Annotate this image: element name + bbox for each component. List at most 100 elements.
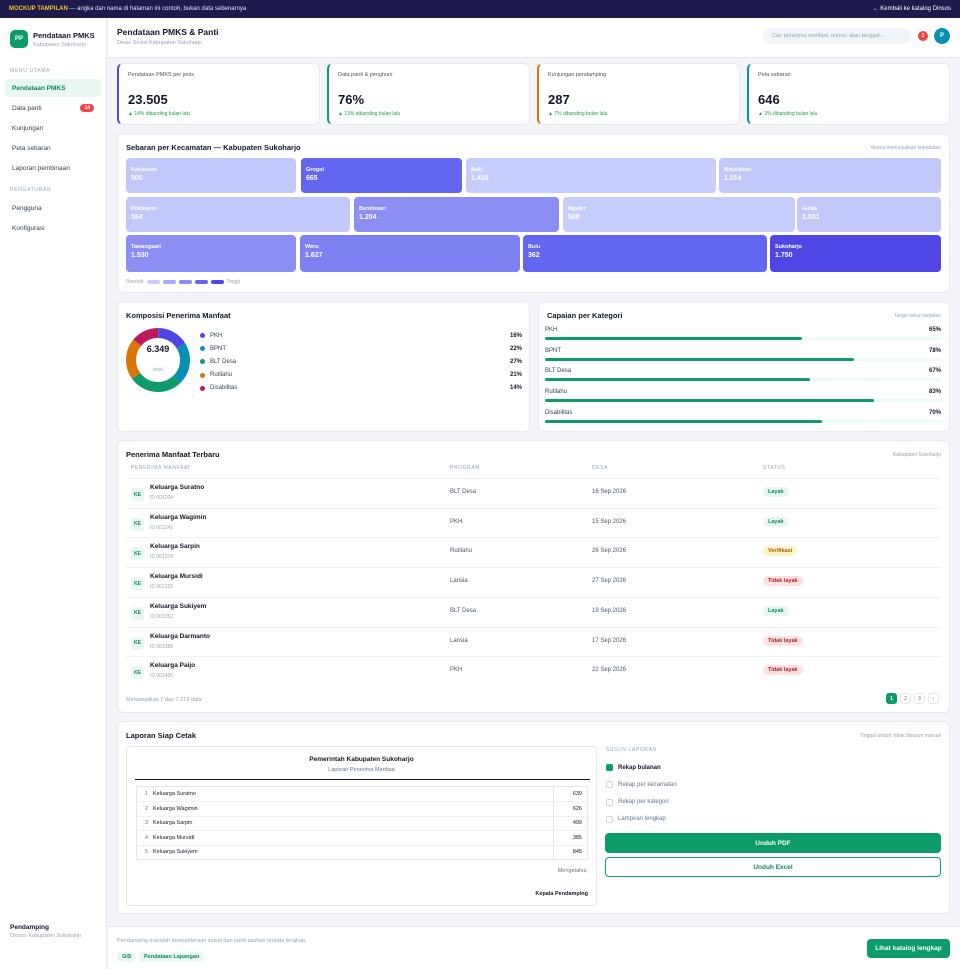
district-tile-nguter[interactable]: Nguter 508 <box>563 197 795 232</box>
page-2-button[interactable]: 2 <box>900 693 911 704</box>
donut-slice-disabilitas <box>126 328 190 392</box>
table-row[interactable]: KE Keluarga Sukiyem ID 001352 BLT Desa 1… <box>126 596 941 627</box>
row-avatar: KE <box>131 636 144 650</box>
kpi-value: 287 <box>548 92 570 107</box>
recipient-name: Keluarga Mursidi <box>150 573 203 581</box>
recipients-card: Penerima Manfaat Terbaru Kabupaten Sukoh… <box>117 440 950 713</box>
district-tile-mojolaban[interactable]: Mojolaban 1.014 <box>719 158 941 193</box>
progress-track <box>545 378 941 382</box>
district-tile-baki[interactable]: Baki 1.416 <box>466 158 716 193</box>
tag-chip: Pendataan Lapangan <box>139 952 205 962</box>
table-row[interactable]: KE Keluarga Suratno ID 001204 BLT Desa 1… <box>126 478 941 508</box>
row-avatar: KE <box>131 517 144 531</box>
recipient-id: ID 001426 <box>150 673 174 680</box>
kpi-delta: ▲ 14% dibanding bulan lalu <box>128 111 191 117</box>
achievement-title: Capaian per Kategori <box>547 311 623 320</box>
recipients-note: Kabupaten Sukoharjo <box>892 452 941 458</box>
kpi-card-panti[interactable]: Data panti & penghuni 76% ▲ 13% dibandin… <box>327 63 530 125</box>
legend-percent: 14% <box>509 385 522 392</box>
doc-table: 1 Keluarga Suratno 639 2 Keluarga Wagimin 626… <box>136 786 588 860</box>
table-row[interactable]: KE Keluarga Sarpin ID 001278 Rutilahu 26… <box>126 537 941 567</box>
view-catalog-button[interactable]: Lihat katalog lengkap <box>867 939 950 958</box>
mockup-banner: MOCKUP TAMPILAN — angka dan nama di hala… <box>0 0 960 18</box>
table-row[interactable]: KE Keluarga Paijo ID 001426 PKH 22 Sep 2… <box>126 656 941 686</box>
nav-item-kunjungan[interactable]: Kunjungan <box>5 119 101 137</box>
recipient-id: ID 001315 <box>150 584 174 591</box>
district-tile-gatak[interactable]: Gatak 1.001 <box>797 197 941 232</box>
doc-row: 4 Keluarga Mursidi 385 <box>137 830 587 845</box>
table-row[interactable]: KE Keluarga Mursidi ID 001315 Lansia 27 … <box>126 567 941 597</box>
district-tile-weru[interactable]: Weru 1.627 <box>300 235 520 272</box>
page-3-button[interactable]: 3 <box>914 693 925 704</box>
report-option-checkbox[interactable]: Rekap per kategori <box>606 798 669 806</box>
district-name: Nguter <box>568 206 586 212</box>
back-to-catalog-link[interactable]: ← Kembali ke katalog Dinsos <box>872 6 951 12</box>
composition-donut-chart <box>126 328 190 392</box>
doc-row: 2 Keluarga Wagimin 626 <box>137 801 587 816</box>
district-value: 1.530 <box>131 252 149 259</box>
scale-high-label: Tinggi <box>226 279 240 285</box>
kpi-card-peta[interactable]: Peta sebaran 646 ▲ 3% dibanding bulan la… <box>747 63 950 125</box>
recipient-name: Keluarga Darmanto <box>150 632 210 640</box>
download-pdf-button[interactable]: Unduh PDF <box>605 833 941 853</box>
recipient-id: ID 001278 <box>150 554 174 561</box>
nav-item-label: Pengguna <box>12 204 42 212</box>
nav-item-peta-sebaran[interactable]: Peta sebaran <box>5 139 101 157</box>
nav-item-konfigurasi[interactable]: Konfigurasi <box>5 219 101 237</box>
kpi-label: Kunjungan pendamping <box>548 72 607 78</box>
progress-fill <box>545 357 854 361</box>
district-tile-tawangsari[interactable]: Tawangsari 1.530 <box>126 235 296 272</box>
district-tile-grogol[interactable]: Grogol 665 <box>301 158 462 193</box>
status-badge: Verifikasi <box>763 546 798 557</box>
doc-row: 5 Keluarga Sukiyem 845 <box>137 844 587 859</box>
recipient-program: PKH <box>450 518 463 525</box>
user-role: Pendamping <box>10 924 50 931</box>
district-value: 164 <box>131 214 143 221</box>
kpi-value: 646 <box>758 92 780 107</box>
brand-subtitle: Kabupaten Sukoharjo <box>33 41 86 48</box>
doc-acknowledge: Mengetahui, <box>557 868 588 874</box>
district-value: 508 <box>568 214 580 221</box>
kpi-card-pmks[interactable]: Pendataan PMKS per jenis 23.505 ▲ 14% di… <box>117 63 320 125</box>
nav-item-laporan-pembinaan[interactable]: Laporan pembinaan <box>5 159 101 177</box>
report-option-checkbox[interactable]: Rekap bulanan <box>606 764 661 771</box>
download-excel-button[interactable]: Unduh Excel <box>605 857 941 877</box>
report-option-checkbox[interactable]: Lampiran lengkap <box>606 815 666 823</box>
progress-label: PKH <box>545 327 558 333</box>
table-row[interactable]: KE Keluarga Wagimin ID 001241 PKH 15 Sep… <box>126 507 941 538</box>
table-row[interactable]: KE Keluarga Darmanto ID 001389 Lansia 17… <box>126 626 941 657</box>
district-tile-bendosari[interactable]: Bendosari 1.204 <box>354 197 559 232</box>
progress-percent: 78% <box>928 347 941 354</box>
doc-row-name: Keluarga Sarpin <box>153 820 193 827</box>
doc-row-number: 5 <box>144 849 148 856</box>
nav-item-pengguna[interactable]: Pengguna <box>5 199 101 217</box>
option-label: Rekap per kecamatan <box>618 781 677 788</box>
recipient-date: 19 Sep 2026 <box>592 607 627 614</box>
district-tile-bulu[interactable]: Bulu 362 <box>523 235 767 272</box>
district-tile-sukoharjo[interactable]: Sukoharjo 1.750 <box>770 235 941 272</box>
kpi-card-kunjungan[interactable]: Kunjungan pendamping 287 ▲ 7% dibanding … <box>537 63 740 125</box>
user-avatar[interactable]: P <box>934 28 950 44</box>
district-tile-polokarto[interactable]: Polokarto 164 <box>126 197 350 232</box>
report-option-checkbox[interactable]: Rekap per kecamatan <box>606 781 677 789</box>
recipient-program: Lansia <box>450 637 468 644</box>
district-tile-kartasura[interactable]: Kartasura 500 <box>126 158 296 193</box>
brand[interactable]: PP Pendataan PMKS Kabupaten Sukoharjo <box>0 18 106 48</box>
recipient-program: Lansia <box>450 578 468 585</box>
search-input[interactable]: Cari penerima manfaat, nomor, atau tangg… <box>763 28 911 44</box>
district-name: Sukoharjo <box>775 244 802 250</box>
nav-item-pendataan-pmks[interactable]: Pendataan PMKS <box>5 79 101 97</box>
next-page-button[interactable]: › <box>928 693 939 704</box>
page-subtitle: Dinas Sosial Kabupaten Sukoharjo <box>117 40 203 46</box>
row-avatar: KE <box>131 606 144 620</box>
kpi-label: Peta sebaran <box>758 72 791 78</box>
nav-item-data-panti[interactable]: Data panti 14 <box>5 99 101 117</box>
notification-badge[interactable]: 2 <box>918 31 928 41</box>
composition-legend: PKH 16% BPNT 22% BLT Desa 27% Rutilahu 21% Disab… <box>200 329 522 395</box>
doc-row-number: 4 <box>144 834 148 841</box>
nav-count-badge: 14 <box>80 104 94 112</box>
progress-row: BPNT 78% <box>545 348 941 361</box>
page-1-button[interactable]: 1 <box>886 693 897 704</box>
district-value: 1.627 <box>305 252 323 259</box>
district-name: Kartasura <box>131 167 157 173</box>
